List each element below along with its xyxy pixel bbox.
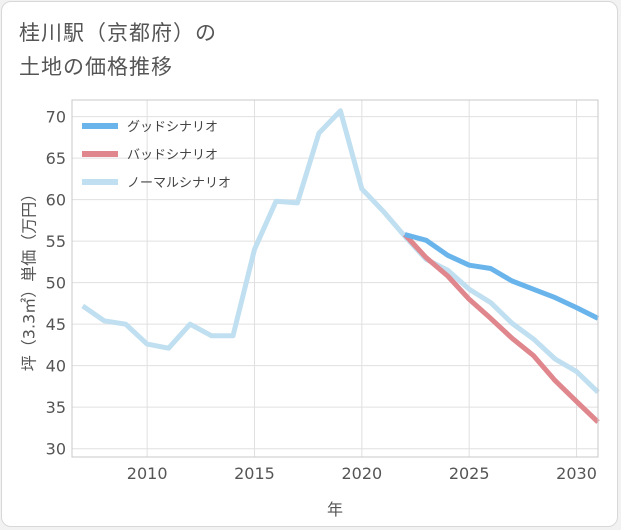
y-tick-label: 45 (46, 315, 66, 334)
chart-title: 桂川駅（京都府）の 土地の価格推移 (19, 16, 217, 84)
series-lines (81, 108, 600, 424)
x-tick-label: 2030 (556, 464, 597, 483)
grid-lines (72, 100, 598, 457)
x-tick-label: 2025 (449, 464, 490, 483)
y-axis-title: 坪（3.3㎡）単価（万円） (20, 186, 39, 371)
x-tick-label: 2020 (341, 464, 382, 483)
series-line-1 (402, 232, 600, 424)
legend-label: グッドシナリオ (127, 120, 218, 135)
y-tick-label: 50 (46, 274, 66, 293)
chart-title-line2: 土地の価格推移 (19, 55, 173, 79)
legend-label: バッドシナリオ (127, 148, 218, 163)
y-tick-label: 55 (46, 232, 66, 251)
y-tick-label: 65 (46, 149, 66, 168)
y-tick-label: 35 (46, 398, 66, 417)
legend-label: ノーマルシナリオ (127, 176, 231, 191)
x-tick-label: 2010 (127, 464, 168, 483)
series-line-2 (81, 108, 600, 395)
y-tick-label: 60 (46, 191, 66, 210)
y-tick-label: 40 (46, 357, 66, 376)
y-tick-label: 70 (46, 108, 66, 127)
series-line-0 (404, 232, 600, 321)
x-axis-title: 年 (327, 500, 343, 519)
chart-title-line1: 桂川駅（京都府）の (19, 21, 217, 45)
y-tick-label: 30 (46, 440, 66, 459)
plot-frame (71, 99, 599, 458)
x-tick-labels: 2010 2015 2020 2025 2030 (127, 464, 597, 483)
x-tick-label: 2015 (234, 464, 275, 483)
y-tick-labels: 30 35 40 45 50 55 60 65 70 (46, 108, 66, 459)
